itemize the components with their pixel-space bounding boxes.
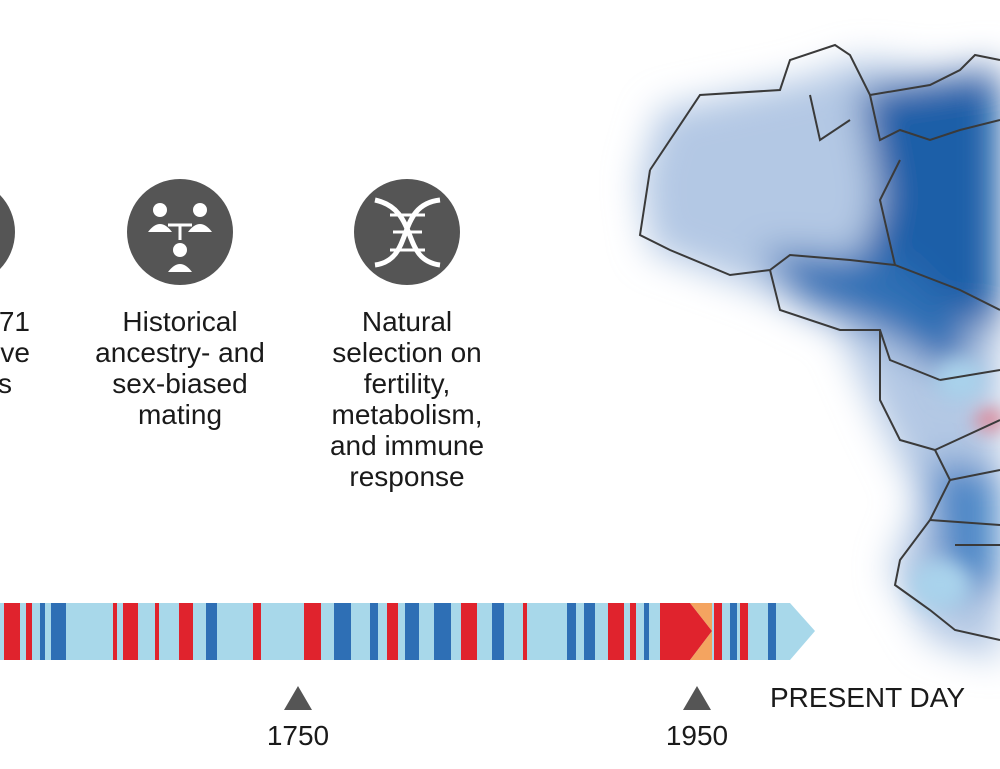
caption-line: s — [0, 368, 12, 399]
timeline-bar — [0, 603, 815, 660]
stripe — [730, 603, 737, 660]
stripe — [630, 603, 636, 660]
stripe — [492, 603, 504, 660]
caption-line: fertility, — [364, 368, 451, 399]
stripe — [434, 603, 451, 660]
caption-line: ancestry- and — [95, 337, 265, 368]
stripe — [461, 603, 477, 660]
stripe — [608, 603, 624, 660]
stripe — [155, 603, 159, 660]
stripe — [51, 603, 66, 660]
caption-line: metabolism, — [332, 399, 483, 430]
caption-line: response — [349, 461, 464, 492]
marker-label: 1750 — [267, 720, 329, 751]
stripe — [4, 603, 20, 660]
stripe — [690, 603, 712, 660]
stripe — [714, 603, 722, 660]
caption-line: 71 — [0, 306, 30, 337]
stripe — [660, 603, 712, 660]
end-label: PRESENT DAY — [770, 682, 965, 713]
icon — [354, 179, 460, 285]
caption-line: mating — [138, 399, 222, 430]
caption-line: Historical — [122, 306, 237, 337]
caption-line: and immune — [330, 430, 484, 461]
stripe — [113, 603, 117, 660]
stripe — [206, 603, 217, 660]
stripe — [253, 603, 261, 660]
stripe — [405, 603, 419, 660]
marker — [284, 686, 312, 710]
stripe — [26, 603, 32, 660]
stripe — [768, 603, 776, 660]
stripe — [123, 603, 138, 660]
stripe — [370, 603, 378, 660]
marker-label: 1950 — [666, 720, 728, 751]
caption-line: selection on — [332, 337, 481, 368]
caption-line: sex-biased — [112, 368, 247, 399]
stripe — [304, 603, 321, 660]
stripe — [567, 603, 576, 660]
stripe — [523, 603, 527, 660]
stripe — [387, 603, 398, 660]
stripe — [644, 603, 649, 660]
stripe — [584, 603, 595, 660]
icon — [127, 179, 233, 285]
stripe — [179, 603, 193, 660]
stripe — [40, 603, 45, 660]
stripe — [334, 603, 351, 660]
caption-line: ve — [0, 337, 30, 368]
marker — [683, 686, 711, 710]
caption-line: Natural — [362, 306, 452, 337]
map — [638, 43, 1000, 660]
icon — [0, 195, 15, 269]
stripe — [740, 603, 748, 660]
